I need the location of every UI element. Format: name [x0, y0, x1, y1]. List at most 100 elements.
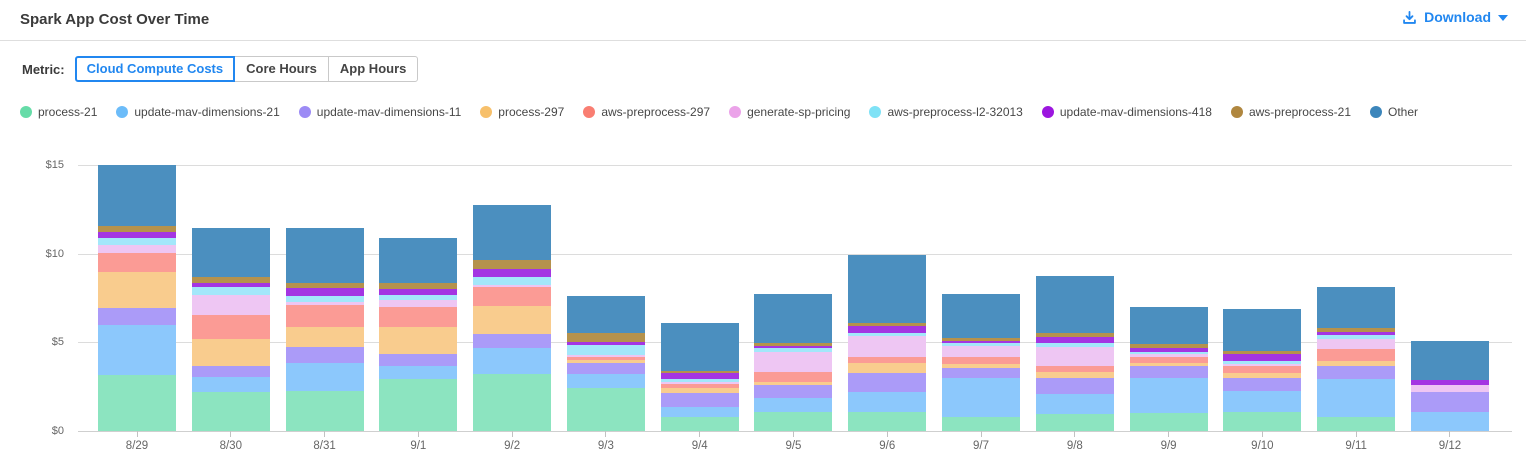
bar-segment-process-297[interactable] — [285, 326, 364, 347]
bar-segment-update-mav-dimensions-21[interactable] — [754, 398, 833, 413]
legend-item-aws-preprocess-21[interactable]: aws-preprocess-21 — [1230, 105, 1351, 119]
bar-segment-aws-preprocess-l2-32013[interactable] — [660, 379, 739, 382]
bar-segment-process-297[interactable] — [1223, 373, 1302, 379]
metric-option-cloud-compute-costs[interactable]: Cloud Compute Costs — [74, 56, 236, 83]
bar-segment-update-mav-dimensions-11[interactable] — [660, 393, 739, 407]
bar-segment-process-297[interactable] — [1129, 363, 1208, 366]
bar-9-8[interactable] — [1035, 276, 1114, 431]
bar-9-4[interactable] — [660, 322, 739, 431]
bar-segment-aws-preprocess-l2-32013[interactable] — [98, 237, 176, 245]
bar-segment-generate-sp-pricing[interactable] — [660, 381, 739, 384]
bar-segment-update-mav-dimensions-418[interactable] — [754, 345, 833, 349]
bar-segment-aws-preprocess-297[interactable] — [566, 357, 645, 360]
bar-segment-update-mav-dimensions-418[interactable] — [1223, 354, 1302, 361]
bar-segment-process-297[interactable] — [942, 364, 1021, 369]
bar-segment-aws-preprocess-21[interactable] — [942, 337, 1021, 341]
bar-segment-process-297[interactable] — [1035, 372, 1114, 378]
bar-segment-update-mav-dimensions-11[interactable] — [379, 353, 458, 367]
bar-segment-process-21[interactable] — [379, 378, 458, 431]
bar-9-7[interactable] — [942, 294, 1021, 431]
bar-segment-update-mav-dimensions-11[interactable] — [1317, 365, 1396, 379]
bar-segment-update-mav-dimensions-418[interactable] — [942, 340, 1021, 344]
bar-segment-update-mav-dimensions-21[interactable] — [473, 347, 552, 375]
legend-item-update-mav-dimensions-418[interactable]: update-mav-dimensions-418 — [1041, 105, 1212, 119]
bar-segment-aws-preprocess-297[interactable] — [98, 253, 176, 272]
legend-item-aws-preprocess-l2-32013[interactable]: aws-preprocess-l2-32013 — [869, 105, 1023, 119]
bar-segment-aws-preprocess-21[interactable] — [1035, 333, 1114, 337]
bar-segment-process-21[interactable] — [942, 416, 1021, 431]
bar-segment-process-297[interactable] — [191, 339, 270, 366]
bar-segment-other[interactable] — [379, 238, 458, 284]
download-button[interactable]: Download — [1402, 9, 1508, 25]
bar-9-10[interactable] — [1223, 309, 1302, 431]
bar-segment-update-mav-dimensions-11[interactable] — [473, 334, 552, 348]
bar-segment-aws-preprocess-l2-32013[interactable] — [473, 276, 552, 285]
bar-8-31[interactable] — [285, 227, 364, 431]
bar-8-29[interactable] — [98, 165, 176, 431]
bar-9-5[interactable] — [754, 294, 833, 431]
bar-segment-aws-preprocess-297[interactable] — [754, 371, 833, 382]
bar-segment-aws-preprocess-297[interactable] — [848, 357, 927, 364]
bar-9-3[interactable] — [566, 295, 645, 431]
bar-segment-update-mav-dimensions-418[interactable] — [1035, 336, 1114, 344]
bar-segment-process-21[interactable] — [660, 416, 739, 431]
bar-segment-other[interactable] — [566, 295, 645, 333]
bar-segment-process-297[interactable] — [379, 326, 458, 354]
bar-segment-update-mav-dimensions-11[interactable] — [1410, 392, 1489, 412]
bar-segment-aws-preprocess-l2-32013[interactable] — [1129, 351, 1208, 355]
bar-segment-process-21[interactable] — [191, 391, 270, 431]
bar-9-9[interactable] — [1129, 307, 1208, 431]
legend-item-generate-sp-pricing[interactable]: generate-sp-pricing — [729, 105, 850, 119]
bar-9-6[interactable] — [848, 254, 927, 431]
bar-9-1[interactable] — [379, 238, 458, 431]
bar-segment-process-21[interactable] — [566, 388, 645, 431]
bar-segment-aws-preprocess-297[interactable] — [191, 314, 270, 340]
bar-segment-update-mav-dimensions-21[interactable] — [566, 374, 645, 389]
bar-segment-aws-preprocess-21[interactable] — [191, 276, 270, 284]
legend-item-update-mav-dimensions-11[interactable]: update-mav-dimensions-11 — [298, 105, 461, 119]
bar-segment-update-mav-dimensions-11[interactable] — [285, 346, 364, 364]
bar-segment-process-297[interactable] — [660, 388, 739, 394]
legend-item-aws-preprocess-297[interactable]: aws-preprocess-297 — [583, 105, 710, 119]
bar-segment-update-mav-dimensions-21[interactable] — [942, 377, 1021, 417]
bar-segment-update-mav-dimensions-418[interactable] — [379, 289, 458, 295]
bar-segment-aws-preprocess-297[interactable] — [1129, 356, 1208, 364]
bar-segment-update-mav-dimensions-418[interactable] — [1129, 347, 1208, 352]
bar-segment-generate-sp-pricing[interactable] — [848, 335, 927, 358]
bar-segment-aws-preprocess-21[interactable] — [98, 226, 176, 233]
bar-segment-update-mav-dimensions-11[interactable] — [98, 308, 176, 325]
metric-option-app-hours[interactable]: App Hours — [327, 56, 419, 83]
bar-segment-process-21[interactable] — [1129, 413, 1208, 431]
bar-segment-aws-preprocess-l2-32013[interactable] — [1035, 343, 1114, 347]
bar-segment-other[interactable] — [1317, 286, 1396, 329]
bar-segment-other[interactable] — [285, 227, 364, 283]
bar-segment-update-mav-dimensions-21[interactable] — [1129, 377, 1208, 414]
bar-segment-aws-preprocess-l2-32013[interactable] — [379, 294, 458, 300]
bar-segment-other[interactable] — [98, 165, 176, 226]
bar-segment-generate-sp-pricing[interactable] — [1129, 354, 1208, 357]
bar-segment-aws-preprocess-l2-32013[interactable] — [848, 332, 927, 336]
bar-9-2[interactable] — [473, 204, 552, 431]
bar-segment-update-mav-dimensions-418[interactable] — [98, 232, 176, 238]
bar-segment-update-mav-dimensions-418[interactable] — [285, 288, 364, 296]
bar-segment-process-21[interactable] — [848, 411, 927, 431]
bar-segment-process-297[interactable] — [754, 381, 833, 386]
bar-segment-aws-preprocess-21[interactable] — [379, 283, 458, 290]
bar-segment-other[interactable] — [1129, 307, 1208, 344]
bar-segment-update-mav-dimensions-11[interactable] — [754, 385, 833, 399]
bar-segment-aws-preprocess-297[interactable] — [1317, 349, 1396, 361]
bar-segment-update-mav-dimensions-21[interactable] — [1035, 394, 1114, 415]
bar-segment-update-mav-dimensions-418[interactable] — [1410, 380, 1489, 386]
bar-segment-process-21[interactable] — [1223, 412, 1302, 431]
bar-8-30[interactable] — [191, 227, 270, 431]
bar-segment-generate-sp-pricing[interactable] — [191, 294, 270, 315]
bar-segment-aws-preprocess-21[interactable] — [848, 322, 927, 326]
bar-segment-other[interactable] — [1035, 276, 1114, 334]
bar-segment-aws-preprocess-l2-32013[interactable] — [1223, 360, 1302, 364]
bar-segment-aws-preprocess-21[interactable] — [473, 260, 552, 270]
bar-segment-other[interactable] — [660, 322, 739, 372]
bar-segment-aws-preprocess-l2-32013[interactable] — [1317, 335, 1396, 339]
bar-segment-update-mav-dimensions-11[interactable] — [942, 368, 1021, 378]
bar-segment-aws-preprocess-l2-32013[interactable] — [754, 348, 833, 352]
bar-segment-aws-preprocess-l2-32013[interactable] — [942, 343, 1021, 346]
